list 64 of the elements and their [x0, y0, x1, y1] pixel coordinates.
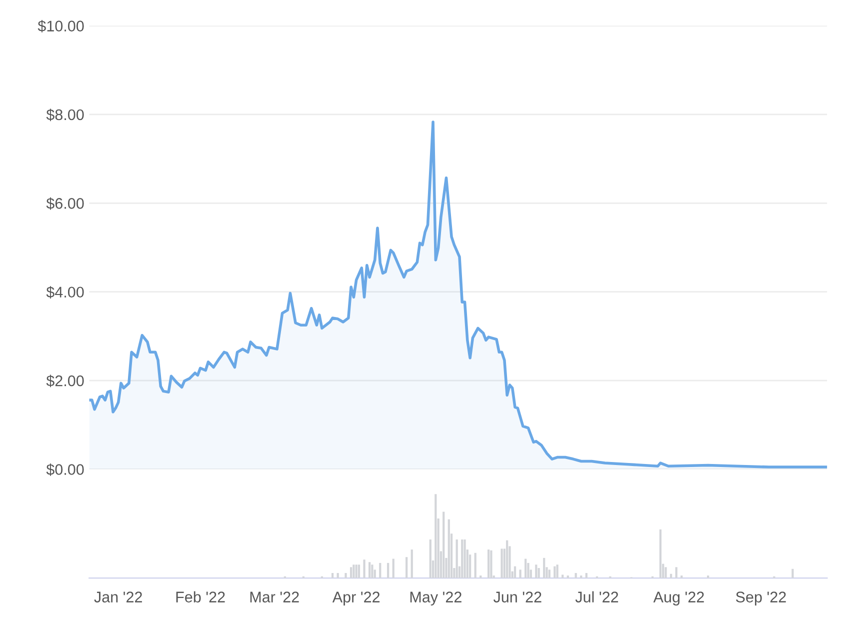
bar: [392, 558, 394, 578]
bar: [664, 567, 667, 578]
bar: [355, 564, 358, 578]
bar: [519, 570, 522, 578]
bar: [680, 576, 683, 578]
bar: [566, 576, 569, 578]
bar: [406, 557, 408, 578]
bar: [480, 576, 482, 578]
bar: [527, 562, 530, 578]
bar: [387, 562, 390, 578]
bar: [352, 564, 355, 578]
bar: [675, 567, 678, 578]
bar: [554, 566, 556, 578]
bar: [556, 564, 558, 578]
bar: [371, 564, 374, 578]
bar: [434, 494, 437, 578]
x-tick-label: Mar '22: [250, 592, 299, 602]
bar: [363, 560, 366, 578]
bar: [456, 539, 458, 578]
bar: [580, 576, 582, 578]
bar: [548, 570, 550, 578]
y-tick-label: $0.00: [46, 463, 84, 476]
x-tick-label: Feb '22: [176, 591, 225, 602]
x-tick-label: Jan '22: [94, 592, 142, 602]
x-tick-label: Aug '22: [653, 592, 704, 606]
x-tick-label: Apr '22: [332, 592, 380, 606]
bar: [368, 562, 371, 578]
bar: [429, 539, 432, 578]
bar: [474, 552, 476, 578]
y-tick-label: $8.00: [46, 108, 84, 122]
bar: [543, 558, 546, 578]
x-tick-label: Jun '22: [493, 592, 542, 602]
bar: [331, 573, 334, 578]
bar: [535, 564, 538, 578]
bar: [585, 573, 588, 578]
bar: [448, 519, 450, 578]
bar: [506, 540, 508, 578]
bar: [358, 564, 360, 578]
bar: [706, 576, 710, 578]
y-tick-label: $6.00: [46, 197, 84, 210]
bar: [670, 574, 672, 578]
bar: [538, 568, 540, 578]
bar: [659, 529, 662, 578]
bar: [514, 566, 516, 578]
bar: [350, 567, 352, 578]
bar: [461, 539, 464, 578]
bar: [574, 573, 577, 578]
x-tick-label: Sep '22: [736, 592, 786, 606]
y-tick-label: $10.00: [38, 20, 84, 32]
bar: [500, 548, 503, 578]
bar: [379, 562, 382, 578]
y-tick-label: $4.00: [46, 286, 84, 298]
y-tick-label: $2.00: [46, 374, 84, 388]
bar: [344, 573, 347, 578]
x-tick-label: May '22: [410, 592, 462, 606]
bar: [488, 550, 490, 578]
bar: [442, 512, 445, 578]
bar: [792, 568, 794, 578]
x-tick-label: Jul '22: [575, 591, 618, 602]
bar: [562, 574, 564, 578]
bar: [410, 550, 413, 578]
bar: [490, 550, 492, 578]
bar: [336, 573, 339, 578]
bar: [524, 558, 527, 578]
